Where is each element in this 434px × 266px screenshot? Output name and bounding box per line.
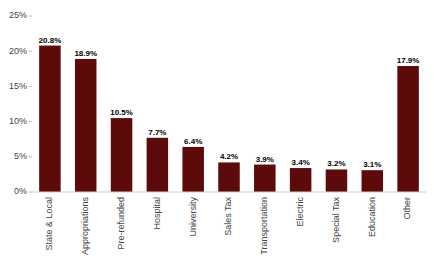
bar [254, 165, 275, 192]
bar [218, 162, 239, 192]
y-tick-label: 25% [9, 10, 27, 20]
bar [326, 169, 347, 192]
x-tick-label: Other [402, 197, 412, 220]
bars [39, 46, 419, 192]
y-tick-label: 15% [9, 81, 27, 91]
data-label: 3.9% [256, 155, 274, 164]
x-tick-label: Education [367, 197, 377, 237]
bar [397, 66, 418, 192]
x-tick-label: University [188, 197, 198, 237]
x-tick-label: Hospital [152, 197, 162, 230]
data-label: 10.5% [110, 108, 133, 117]
y-tick [29, 156, 32, 157]
x-tick-label: Special Tax [331, 197, 341, 243]
x-axis: State & Local Appropriations Pre-refunded H… [44, 197, 412, 256]
data-label: 7.7% [148, 128, 166, 137]
bar [147, 138, 168, 192]
x-tick-label: Electric [295, 197, 305, 227]
data-label: 3.4% [292, 158, 310, 167]
bar [290, 168, 311, 192]
bar [182, 147, 203, 192]
data-label: 6.4% [184, 137, 202, 146]
bar [39, 46, 60, 192]
y-tick [29, 192, 32, 193]
y-axis: 0% 5% 10% 15% 20% 25% [9, 10, 32, 196]
x-tick-label: Transportation [259, 197, 269, 255]
y-tick [29, 51, 32, 52]
data-label: 17.9% [397, 56, 420, 65]
data-labels: 20.8% 18.9% 10.5% 7.7% 6.4% 4.2% 3.9% 3.4% 3.2% 3… [39, 36, 420, 170]
bar [362, 170, 383, 192]
y-tick-label: 10% [9, 116, 27, 126]
data-label: 4.2% [220, 152, 238, 161]
chart: 0% 5% 10% 15% 20% 25% State & Local Appropriati… [0, 0, 434, 266]
chart-container: 0% 5% 10% 15% 20% 25% State & Local Appropriati… [0, 0, 434, 266]
y-tick [29, 16, 32, 17]
y-tick-label: 0% [14, 186, 27, 196]
x-tick-label: Sales Tax [223, 197, 233, 236]
y-tick-label: 20% [9, 46, 27, 56]
x-tick-label: Pre-refunded [116, 197, 126, 250]
y-tick [29, 86, 32, 87]
y-tick-label: 5% [14, 151, 27, 161]
x-axis-line [32, 192, 426, 193]
y-tick [29, 121, 32, 122]
bar [111, 118, 132, 192]
x-tick-label: State & Local [44, 197, 54, 251]
data-label: 20.8% [39, 36, 62, 45]
data-label: 3.1% [363, 160, 381, 169]
data-label: 3.2% [327, 159, 345, 168]
bar [75, 59, 96, 192]
data-label: 18.9% [74, 49, 97, 58]
x-tick-label: Appropriations [80, 197, 90, 256]
